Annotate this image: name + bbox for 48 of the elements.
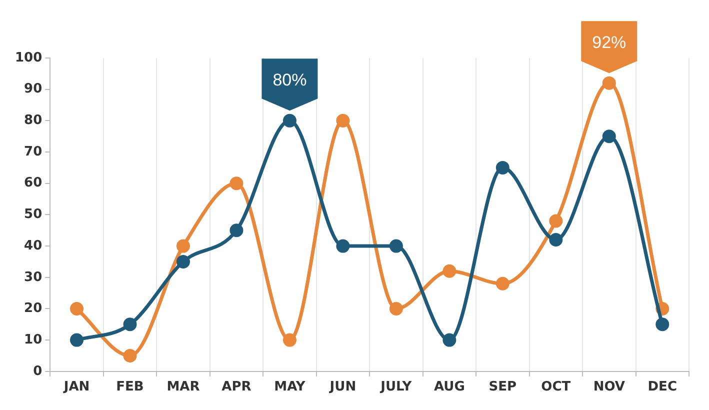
point [336, 114, 350, 128]
point [602, 76, 616, 90]
x-tick-label: JULY [380, 380, 412, 395]
point [602, 130, 616, 144]
x-tick-label: JAN [62, 380, 90, 395]
y-tick-label: 60 [24, 176, 42, 191]
point [389, 239, 403, 253]
point [176, 239, 190, 253]
point [123, 318, 137, 332]
point [70, 333, 84, 347]
point [230, 176, 244, 190]
x-tick-label: FEB [116, 380, 144, 395]
x-tick-label: NOV [593, 380, 625, 395]
x-tick-label: JUN [328, 380, 356, 395]
point [656, 318, 670, 332]
y-tick-label: 40 [24, 238, 42, 254]
point [123, 348, 137, 362]
point [442, 264, 456, 278]
point [176, 254, 190, 268]
annotation: 80% [272, 70, 307, 90]
y-tick-label: 90 [24, 82, 42, 97]
point [496, 160, 510, 174]
y-tick-label: 100 [14, 50, 42, 66]
y-tick-label: 80 [24, 113, 42, 128]
point [389, 302, 403, 316]
point [336, 239, 350, 253]
x-tick-label: OCT [541, 380, 571, 395]
point [282, 333, 296, 347]
point [496, 276, 510, 290]
annotation: 92% [592, 32, 626, 52]
y-tick-label: 0 [33, 364, 42, 379]
point [70, 302, 84, 316]
y-tick-label: 30 [24, 270, 42, 285]
y-tick-label: 70 [24, 144, 42, 160]
y-tick-label: 10 [24, 332, 42, 348]
point [549, 214, 563, 228]
x-tick-label: DEC [648, 380, 677, 395]
y-tick-label: 20 [24, 301, 42, 316]
point [549, 233, 563, 247]
x-tick-label: APR [222, 380, 252, 395]
x-tick-label: AUG [434, 380, 465, 395]
point [442, 333, 456, 347]
y-tick-label: 50 [24, 207, 42, 222]
point [282, 114, 296, 128]
point [230, 224, 244, 238]
x-tick-label: MAR [166, 380, 200, 395]
x-tick-label: MAY [274, 380, 306, 395]
x-tick-label: SEP [488, 380, 517, 395]
